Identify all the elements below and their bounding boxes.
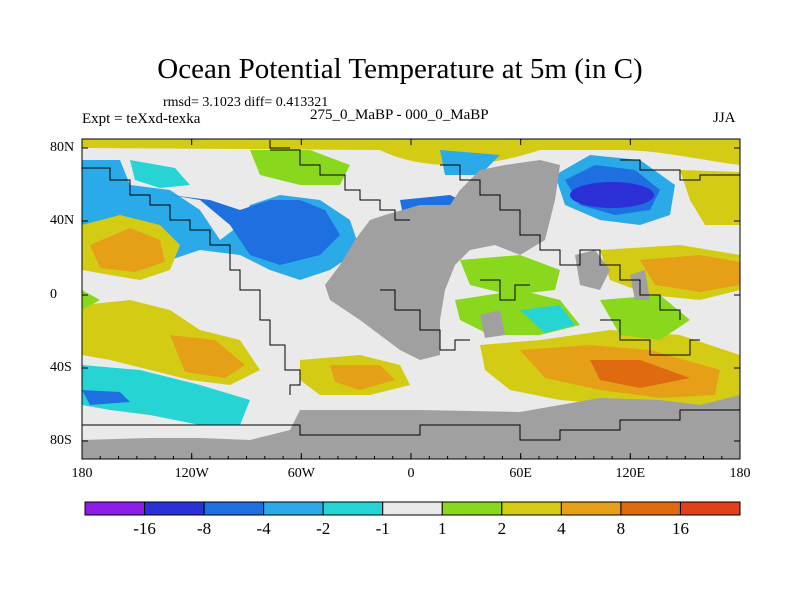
field-region [600, 295, 690, 340]
coastlines [82, 140, 740, 441]
y-tick-label: 40N [50, 213, 75, 228]
colorbar-box [620, 501, 681, 516]
colorbar-label: -16 [133, 519, 156, 538]
land-mass [82, 395, 740, 459]
colorbar-box [679, 501, 741, 516]
coastline [380, 289, 470, 351]
stats-text: rmsd= 3.1023 diff= 0.413321 [163, 95, 329, 110]
field-region [90, 228, 165, 272]
coastline [270, 149, 410, 221]
x-tick-label: 120E [615, 466, 646, 481]
field-region [570, 182, 654, 208]
colorbar-label: 1 [438, 519, 447, 538]
colorbar-label: 2 [497, 519, 507, 538]
x-tick-label: 180 [71, 466, 93, 481]
coastline [620, 159, 740, 181]
colorbar-label: 8 [616, 519, 626, 538]
colorbar-box [84, 501, 146, 516]
colorbar-box [144, 501, 205, 516]
season-label: JJA [713, 110, 736, 126]
coastline [269, 140, 290, 149]
field-region [170, 195, 340, 265]
colorbar-label: 16 [671, 519, 689, 538]
x-tick-label: 120W [174, 466, 209, 481]
y-tick-label: 80S [50, 433, 72, 448]
field-region [640, 255, 740, 292]
axis-ticks [81, 139, 741, 459]
colorbar-label: -2 [316, 519, 331, 538]
y-tick-label: 40S [50, 360, 72, 375]
field-region [590, 360, 690, 388]
field-region [440, 150, 500, 175]
x-tick-label: 60E [509, 466, 532, 481]
chart-title: Ocean Potential Temperature at 5m (in C) [157, 53, 643, 85]
coastline [82, 409, 740, 441]
field-region [330, 365, 395, 390]
field-region [460, 255, 560, 295]
coastline [440, 164, 681, 320]
coastline [600, 319, 700, 356]
x-tick-label: 180 [729, 466, 751, 481]
coastline [480, 279, 530, 301]
coastline [82, 167, 301, 395]
field-region [130, 160, 190, 188]
colorbar-box [501, 501, 562, 516]
x-tick-label: 0 [407, 466, 415, 481]
field-region [170, 335, 245, 378]
field-region [82, 365, 250, 425]
field-layer [82, 139, 740, 459]
field-region [82, 390, 130, 405]
field-region [82, 139, 740, 165]
colorbar-box [382, 501, 443, 516]
colorbar-label: -8 [196, 519, 212, 538]
colorbar-box [322, 501, 384, 516]
colorbar [84, 501, 741, 516]
colorbar-box [441, 501, 503, 516]
field-region [520, 305, 575, 333]
subtitle: 275_0_MaBP - 000_0_MaBP [310, 107, 489, 123]
land-mass [480, 310, 505, 338]
colorbar-box [203, 501, 265, 516]
colorbar-label: -1 [375, 519, 390, 538]
field-region [250, 150, 350, 185]
y-tick-label: 80N [50, 140, 75, 155]
colorbar-label: -4 [256, 519, 271, 538]
field-region [680, 170, 740, 225]
colorbar-box [560, 501, 622, 516]
y-tick-label: 0 [50, 287, 57, 302]
land-mass [575, 250, 610, 290]
experiment-label: Expt = teXxd-texka [82, 111, 201, 127]
colorbar-box [263, 501, 324, 516]
colorbar-label: 4 [557, 519, 566, 538]
x-tick-label: 60W [287, 466, 315, 481]
